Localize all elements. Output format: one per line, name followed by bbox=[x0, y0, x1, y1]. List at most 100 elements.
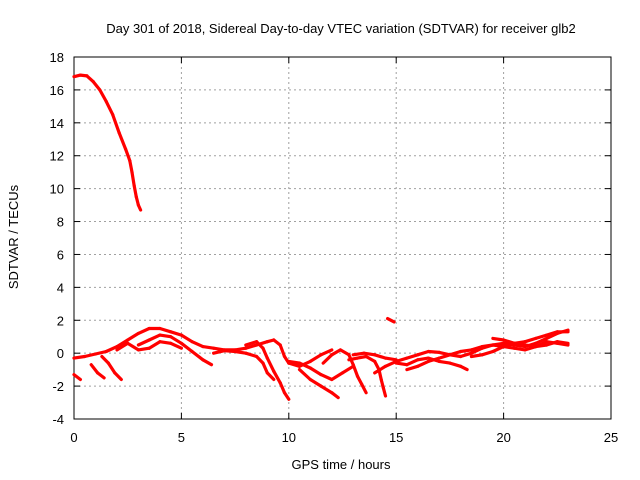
x-axis-label: GPS time / hours bbox=[292, 457, 391, 472]
data-segment bbox=[123, 147, 132, 163]
data-segment bbox=[95, 371, 106, 380]
data-segment bbox=[364, 354, 377, 363]
data-segment bbox=[330, 348, 342, 357]
data-segment bbox=[362, 351, 377, 357]
series-arc-11 bbox=[287, 359, 355, 382]
data-segment bbox=[502, 338, 516, 345]
data-segment bbox=[91, 80, 102, 92]
data-segment bbox=[308, 377, 323, 388]
data-segment bbox=[179, 333, 194, 344]
series-arc-9 bbox=[212, 349, 276, 382]
series-arc-14 bbox=[347, 354, 388, 398]
x-tick-label: 15 bbox=[389, 430, 403, 445]
data-segment bbox=[158, 333, 173, 339]
data-segment bbox=[523, 343, 538, 349]
data-segment bbox=[158, 326, 173, 334]
data-segment bbox=[233, 349, 248, 355]
series-arc-20 bbox=[491, 330, 570, 345]
data-segment bbox=[351, 363, 360, 378]
data-segment bbox=[244, 343, 259, 350]
data-segment bbox=[448, 349, 463, 357]
data-segment bbox=[128, 159, 134, 174]
data-segment bbox=[321, 353, 334, 365]
series-arc-6 bbox=[100, 354, 123, 382]
y-tick-label: 18 bbox=[50, 50, 64, 65]
data-segment bbox=[117, 131, 128, 151]
data-segment bbox=[351, 351, 366, 357]
data-segment bbox=[437, 353, 452, 360]
data-segment bbox=[394, 356, 409, 363]
data-segment bbox=[544, 340, 559, 345]
series-arc-19 bbox=[469, 340, 570, 359]
grid-lines bbox=[74, 57, 611, 419]
data-segment bbox=[383, 359, 398, 368]
data-segment bbox=[480, 349, 495, 357]
chart-title: Day 301 of 2018, Sidereal Day-to-day VTE… bbox=[106, 21, 575, 36]
data-segment bbox=[126, 341, 140, 352]
data-segment bbox=[169, 335, 183, 345]
data-segment bbox=[405, 364, 420, 372]
data-segment bbox=[383, 356, 398, 362]
data-segment bbox=[113, 371, 123, 382]
series-arc-7 bbox=[115, 340, 183, 352]
data-segment bbox=[136, 203, 143, 212]
data-segment bbox=[297, 361, 312, 370]
y-axis-label: SDTVAR / TECUs bbox=[6, 184, 21, 289]
x-tick-label: 20 bbox=[496, 430, 510, 445]
data-segment bbox=[111, 112, 121, 135]
y-tick-label: 10 bbox=[50, 182, 64, 197]
data-segment bbox=[512, 340, 527, 345]
x-tick-label: 5 bbox=[178, 430, 185, 445]
data-segment bbox=[179, 341, 194, 354]
data-segment bbox=[169, 341, 183, 350]
data-segment bbox=[319, 384, 334, 395]
data-segment bbox=[491, 336, 506, 342]
y-tick-label: 16 bbox=[50, 83, 64, 98]
data-segment bbox=[480, 343, 495, 349]
data-segment bbox=[147, 333, 162, 342]
data-segment bbox=[104, 99, 115, 117]
series-arc-15 bbox=[351, 351, 398, 362]
data-segment bbox=[190, 340, 205, 349]
data-segment bbox=[512, 346, 527, 352]
data-segment bbox=[416, 359, 430, 368]
y-tick-label: 6 bbox=[57, 247, 64, 262]
data-segment bbox=[72, 373, 83, 382]
data-segment bbox=[244, 340, 259, 347]
data-segment bbox=[394, 361, 409, 367]
data-segment bbox=[222, 349, 237, 354]
data-segment bbox=[523, 336, 538, 344]
data-segment bbox=[201, 358, 214, 367]
data-segment bbox=[287, 361, 302, 368]
data-segment bbox=[416, 356, 430, 362]
data-segment bbox=[544, 330, 559, 337]
data-segment bbox=[426, 356, 441, 363]
x-tick-label: 10 bbox=[282, 430, 296, 445]
data-segment bbox=[265, 356, 276, 373]
data-segment bbox=[136, 338, 151, 347]
data-segment bbox=[373, 364, 388, 375]
data-segment bbox=[83, 352, 98, 359]
data-segment bbox=[136, 346, 151, 352]
data-segment bbox=[287, 359, 302, 365]
data-segment bbox=[106, 361, 117, 375]
data-segment bbox=[136, 326, 151, 335]
data-segment bbox=[130, 170, 136, 187]
series-arc-4 bbox=[72, 373, 83, 382]
data-segment bbox=[426, 349, 441, 354]
data-segment bbox=[201, 345, 216, 350]
data-segment bbox=[340, 364, 355, 375]
data-segment bbox=[282, 391, 291, 401]
data-segment bbox=[98, 88, 108, 104]
data-segment bbox=[416, 349, 430, 357]
data-segment bbox=[381, 386, 388, 398]
data-segment bbox=[459, 348, 473, 354]
data-segment bbox=[261, 361, 269, 375]
data-segment bbox=[212, 349, 226, 355]
data-segment bbox=[233, 346, 248, 352]
data-segment bbox=[169, 330, 183, 337]
data-segment bbox=[448, 361, 463, 368]
data-segment bbox=[405, 353, 420, 360]
y-tick-label: 0 bbox=[57, 346, 64, 361]
